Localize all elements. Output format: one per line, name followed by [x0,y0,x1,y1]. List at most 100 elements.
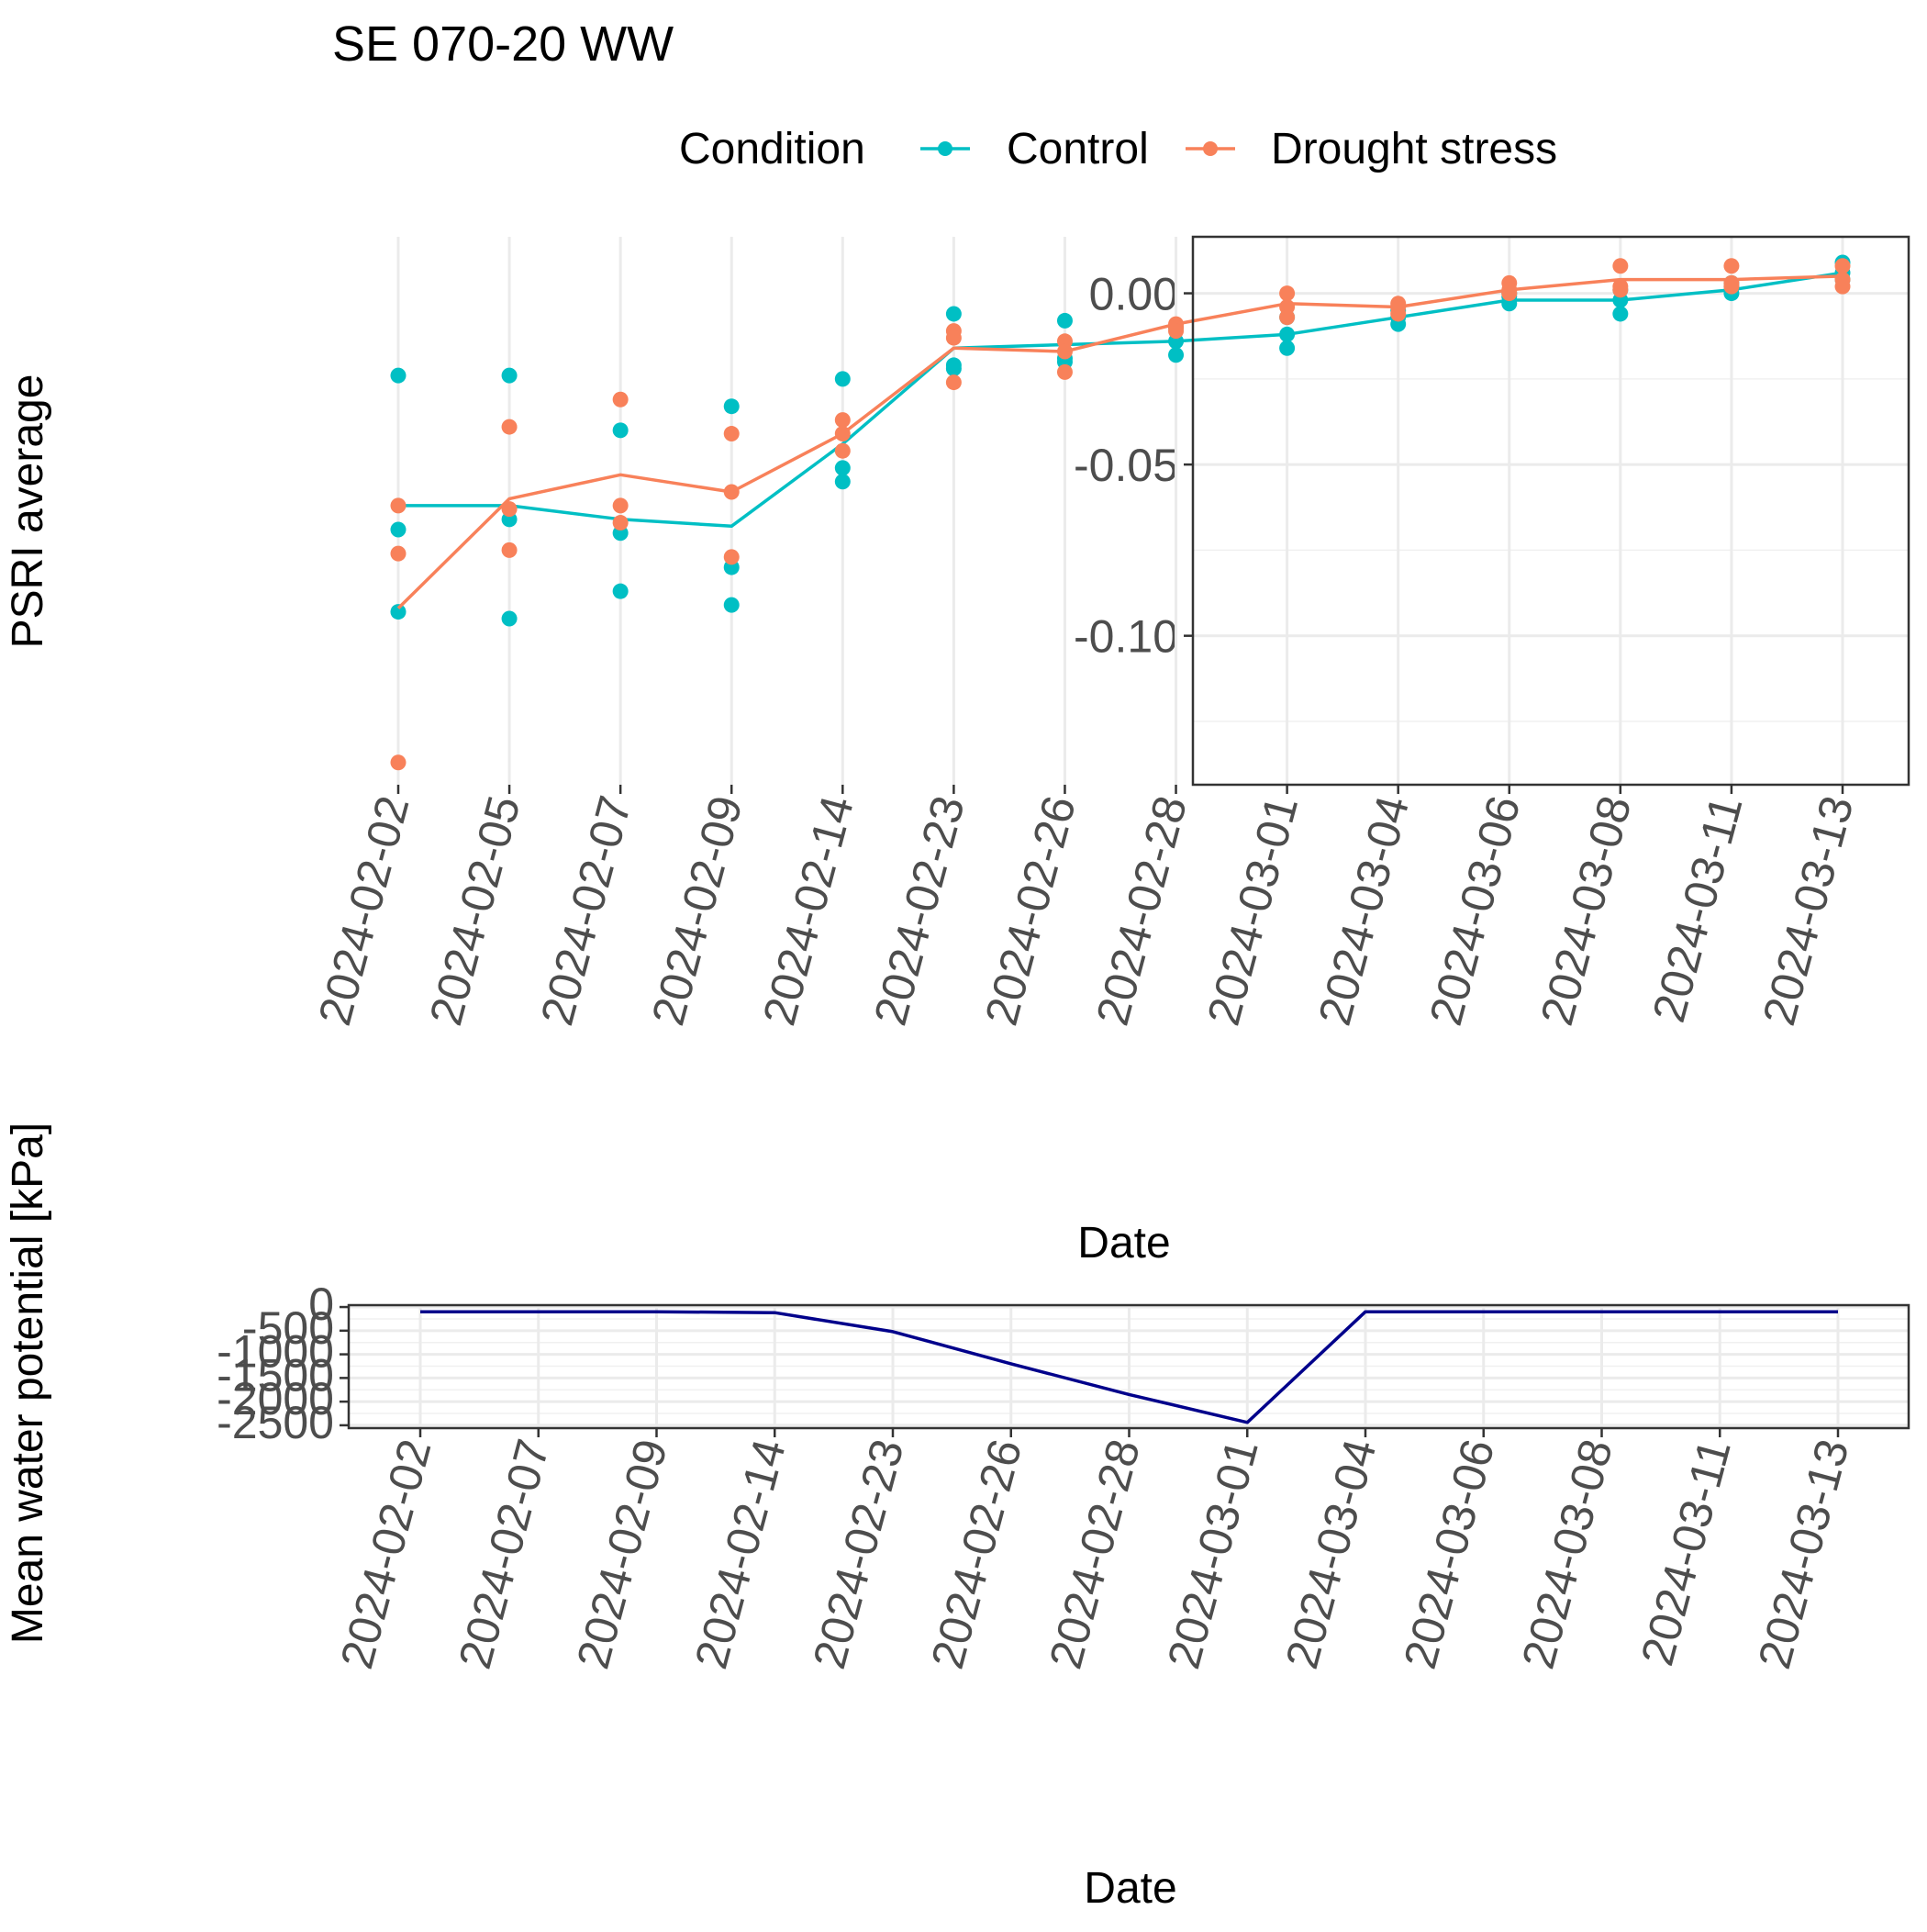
psri-x-tick-label: 2024-03-06 [1420,790,1530,1031]
water-potential-x-tick-label: 2024-02-28 [1040,1434,1150,1674]
water-potential-x-tick-label: 2024-03-06 [1394,1434,1504,1674]
psri-point-drought-stress [1056,363,1073,380]
chart-title: SE 070-20 WW [332,17,674,72]
psri-x-tick-label: 2024-02-07 [530,790,640,1031]
psri-point-drought-stress [1723,258,1740,274]
psri-point-drought-stress [723,549,740,565]
legend-label-control: Control [1007,125,1149,173]
psri-point-drought-stress [723,484,740,500]
psri-point-drought-stress [1390,306,1407,322]
psri-x-tick-label: 2024-02-23 [864,790,975,1031]
psri-point-control [945,361,962,377]
psri-point-control [1279,340,1296,356]
psri-point-drought-stress [834,426,851,442]
psri-point-drought-stress [501,501,518,518]
water-potential-x-tick-label: 2024-02-02 [330,1434,440,1674]
psri-point-control [834,460,851,476]
psri-series-line-drought-stress [396,274,1843,610]
psri-point-drought-stress [1834,258,1851,274]
psri-point-control [612,422,629,439]
psri-x-tick-label: 2024-03-01 [1197,790,1308,1031]
water-potential-y-tick-label: -500 [242,1302,334,1354]
psri-point-drought-stress [612,515,629,531]
psri-point-drought-stress [1612,282,1629,298]
water-potential-y-tick-label: -1000 [217,1326,334,1378]
water-potential-y-tick-label: 0 [308,1279,334,1330]
psri-x-tick-label: 2024-02-26 [975,790,1086,1031]
legend-title: Condition [679,125,865,173]
psri-x-tick-label: 2024-02-28 [1086,790,1197,1031]
legend-key-control-point [938,141,952,156]
psri-point-drought-stress [1279,309,1296,326]
water-potential-y-tick-label: -1500 [217,1349,334,1401]
psri-point-control [390,367,407,384]
water-potential-x-tick-label: 2024-03-04 [1275,1434,1386,1674]
water-potential-x-tick-label: 2024-03-11 [1632,1434,1741,1670]
psri-point-drought-stress [1168,323,1185,340]
water-potential-x-tick-label: 2024-02-07 [449,1434,559,1674]
psri-point-drought-stress [390,545,407,562]
psri-point-control [501,367,518,384]
psri-point-drought-stress [1501,285,1518,302]
psri-point-control [834,371,851,387]
psri-point-drought-stress [945,374,962,391]
water-potential-x-axis-title: Date [1084,1864,1176,1913]
psri-x-tick-label: 2024-03-08 [1531,790,1641,1031]
legend-key-drought-point [1203,141,1218,156]
psri-point-drought-stress [1723,278,1740,295]
psri-point-drought-stress [1834,278,1851,295]
psri-x-tick-label: 2024-03-11 [1643,790,1752,1027]
water-potential-x-tick-label: 2024-03-13 [1748,1434,1858,1674]
psri-point-control [612,583,629,599]
psri-y-axis-title: PSRI average [4,374,52,649]
water-potential-panel-border [347,1303,1910,1430]
psri-point-drought-stress [834,412,851,429]
water-potential-x-tick-label: 2024-03-01 [1158,1434,1268,1674]
water-potential-y-axis-title: Mean water potential [kPa] [4,1122,52,1644]
psri-point-drought-stress [501,419,518,435]
psri-x-tick-label: 2024-02-09 [642,790,752,1031]
psri-point-drought-stress [390,497,407,514]
psri-panel-border [1191,235,1910,787]
psri-point-control [723,597,740,613]
psri-point-control [1168,347,1185,363]
psri-point-control [834,474,851,490]
psri-point-drought-stress [1056,343,1073,360]
psri-point-drought-stress [834,442,851,459]
psri-point-drought-stress [945,329,962,346]
psri-x-tick-label: 2024-02-14 [753,790,863,1031]
psri-point-control [723,398,740,415]
psri-x-tick-label: 2024-03-13 [1753,790,1863,1031]
psri-point-drought-stress [612,497,629,514]
legend: Condition Control Drought stress [679,125,1557,173]
psri-y-tick-label: -0.05 [1074,440,1178,491]
water-potential-x-tick-label: 2024-02-09 [567,1434,677,1674]
psri-point-drought-stress [1279,285,1296,302]
psri-y-tick-label: 0.00 [1089,269,1178,320]
water-potential-x-tick-label: 2024-02-14 [685,1434,796,1674]
water-potential-x-tick-label: 2024-02-26 [921,1434,1031,1674]
psri-plot-background [1193,237,1909,785]
psri-point-control [390,604,407,620]
water-potential-y-tick-label: -2000 [217,1373,334,1424]
psri-x-axis-title: Date [1077,1219,1170,1268]
water-potential-x-tick-label: 2024-02-23 [803,1434,913,1674]
psri-x-tick-label: 2024-03-04 [1309,790,1419,1031]
legend-label-drought: Drought stress [1271,125,1557,173]
psri-point-drought-stress [1612,258,1629,274]
psri-point-control [1279,326,1296,342]
psri-point-control [1056,312,1073,329]
psri-series-line-control [398,271,1843,529]
psri-point-control [390,521,407,538]
psri-point-drought-stress [612,391,629,408]
psri-y-tick-label: -0.10 [1074,611,1178,663]
water-potential-x-tick-label: 2024-03-08 [1512,1434,1622,1674]
psri-point-drought-stress [501,542,518,558]
psri-point-control [501,610,518,627]
psri-point-drought-stress [723,426,740,442]
psri-x-tick-label: 2024-02-02 [308,790,418,1031]
psri-x-tick-label: 2024-02-05 [419,790,529,1031]
